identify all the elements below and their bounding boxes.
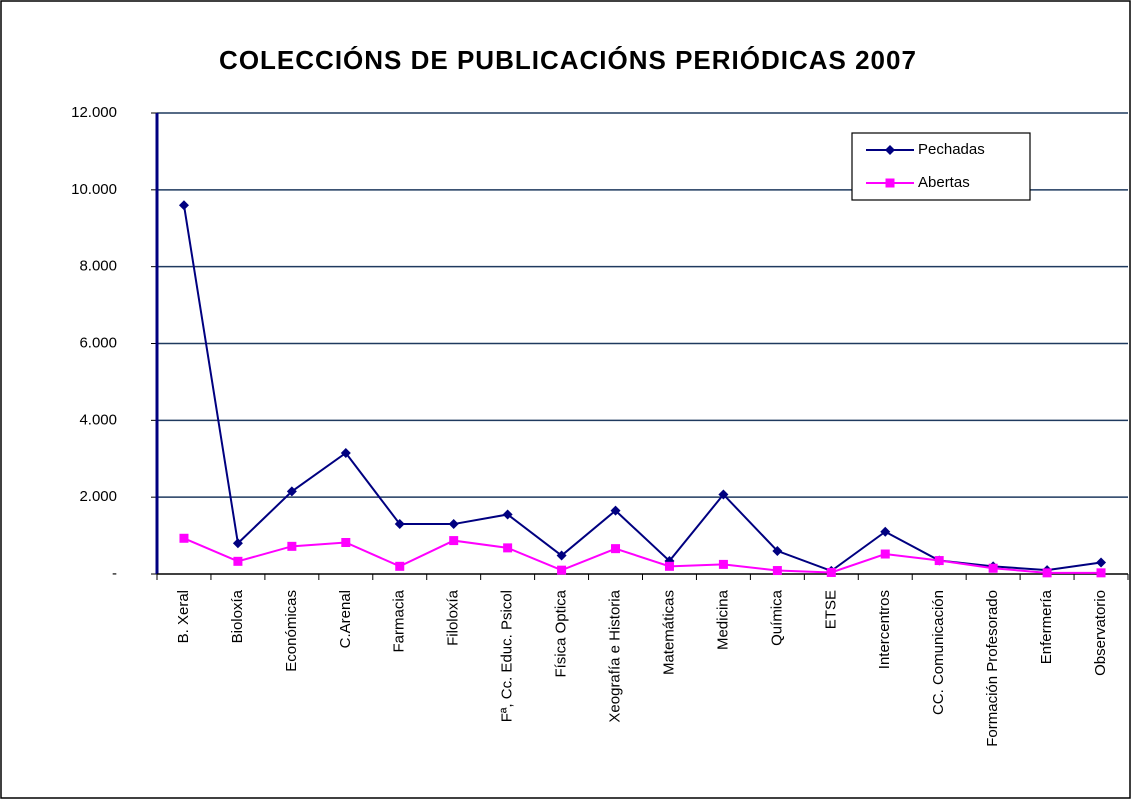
x-tick-label: CC. Comunicación	[930, 590, 947, 715]
point	[611, 544, 621, 554]
x-tick-label: B. Xeral	[175, 590, 192, 643]
y-tick-label: 10.000	[71, 181, 117, 198]
point	[340, 447, 351, 458]
point	[610, 505, 621, 516]
y-tick-label: 6.000	[79, 334, 117, 351]
point	[395, 561, 405, 571]
y-tick-label: 8.000	[79, 258, 117, 275]
x-tick-label: C.Arenal	[337, 590, 354, 648]
x-tick-label: Medicina	[714, 589, 731, 650]
point	[880, 549, 890, 559]
point	[718, 489, 729, 500]
point	[772, 566, 782, 576]
point	[1096, 557, 1107, 568]
point	[880, 526, 891, 537]
y-tick-label: -	[112, 565, 117, 582]
point	[826, 567, 836, 577]
x-tick-label: Formación Profesorado	[984, 590, 1001, 747]
x-tick-label: Económicas	[283, 590, 300, 672]
point	[664, 561, 674, 571]
point	[1042, 568, 1052, 578]
point	[448, 519, 459, 530]
point	[449, 536, 459, 546]
x-tick-label: ETSE	[822, 590, 839, 629]
point	[718, 559, 728, 569]
point	[934, 556, 944, 566]
point	[772, 545, 783, 556]
y-tick-label: 2.000	[79, 488, 117, 505]
point	[988, 563, 998, 573]
legend-label: Abertas	[918, 174, 970, 191]
legend-box	[851, 132, 1031, 201]
x-tick-label: Física Optica	[553, 589, 570, 677]
x-tick-label: Xeografía e Historia	[606, 589, 623, 722]
legend-marker	[885, 178, 895, 188]
point	[233, 556, 243, 566]
x-tick-label: Bioloxía	[229, 589, 246, 643]
x-tick-label: Farmacia	[391, 589, 408, 652]
point	[341, 537, 351, 547]
point	[503, 543, 513, 553]
point	[232, 538, 243, 549]
y-tick-label: 4.000	[79, 411, 117, 428]
legend-label: Pechadas	[918, 141, 985, 158]
series-line	[183, 537, 1102, 574]
point	[1096, 568, 1106, 578]
x-tick-label: Filoloxía	[445, 589, 462, 646]
legend-marker	[885, 145, 895, 155]
point	[287, 541, 297, 551]
point	[556, 550, 567, 561]
x-tick-label: Observatorio	[1092, 590, 1109, 676]
x-tick-label: Intercentros	[876, 590, 893, 669]
point	[394, 519, 405, 530]
x-tick-label: Enfermería	[1038, 589, 1055, 664]
x-tick-label: Química	[768, 589, 785, 646]
point	[286, 486, 297, 497]
point	[557, 565, 567, 575]
chart-title: COLECCIÓNS DE PUBLICACIÓNS PERIÓDICAS 20…	[219, 45, 917, 75]
point	[179, 533, 189, 543]
x-tick-label: Matemáticas	[660, 590, 677, 675]
point	[178, 200, 189, 211]
x-tick-label: Fª, Cc. Educ. Psicol	[499, 590, 516, 722]
point	[502, 509, 513, 520]
y-tick-label: 12.000	[71, 104, 117, 121]
